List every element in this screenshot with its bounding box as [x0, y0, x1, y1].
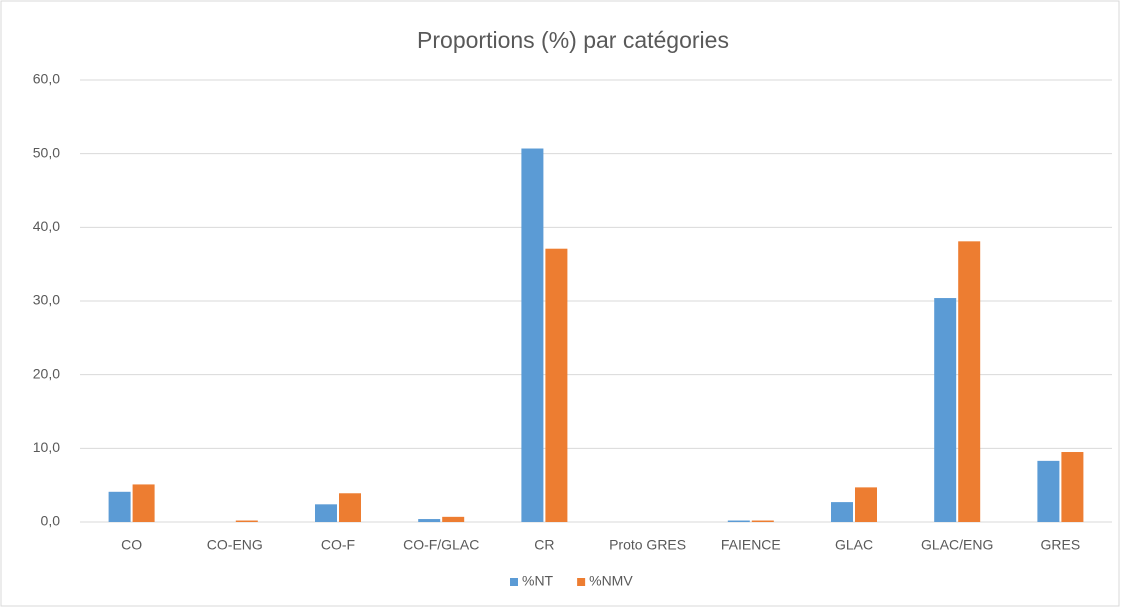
- y-tick-label: 30,0: [33, 292, 60, 308]
- bar: [418, 519, 441, 522]
- x-tick-label: CO-F/GLAC: [403, 537, 479, 553]
- legend-label: %NMV: [589, 573, 633, 589]
- y-tick-label: 40,0: [33, 218, 60, 234]
- x-tick-label: FAIENCE: [721, 537, 781, 553]
- bar: [108, 491, 131, 522]
- bar: [751, 520, 774, 522]
- bar: [315, 504, 337, 522]
- bar: [1037, 460, 1060, 522]
- bar: [545, 248, 568, 523]
- y-tick-label: 50,0: [33, 144, 60, 160]
- x-tick-label: GRES: [1041, 537, 1081, 553]
- y-tick-label: 20,0: [33, 365, 60, 381]
- bar: [442, 516, 465, 522]
- bar: [1061, 452, 1084, 522]
- x-tick-label: GLAC: [835, 537, 873, 553]
- bar: [521, 148, 544, 522]
- bar: [831, 502, 853, 522]
- x-tick-label: GLAC/ENG: [921, 537, 993, 553]
- x-tick-label: Proto GRES: [609, 537, 686, 553]
- y-tick-label: 10,0: [33, 439, 60, 455]
- x-tick-label: CO: [121, 537, 142, 553]
- bar: [727, 520, 750, 522]
- bar: [132, 484, 155, 522]
- y-tick-label: 60,0: [33, 71, 60, 87]
- legend-label: %NT: [522, 573, 554, 589]
- chart-title: Proportions (%) par catégories: [417, 27, 729, 53]
- bar: [339, 493, 361, 522]
- legend-swatch: [510, 578, 518, 586]
- bar: [855, 487, 877, 522]
- legend-swatch: [577, 578, 586, 586]
- x-tick-label: CO-F: [321, 537, 355, 553]
- y-tick-label: 0,0: [41, 513, 61, 529]
- bar: [235, 520, 258, 522]
- x-tick-label: CR: [534, 537, 554, 553]
- bar: [958, 241, 981, 522]
- bar: [934, 298, 957, 522]
- x-tick-label: CO-ENG: [207, 537, 263, 553]
